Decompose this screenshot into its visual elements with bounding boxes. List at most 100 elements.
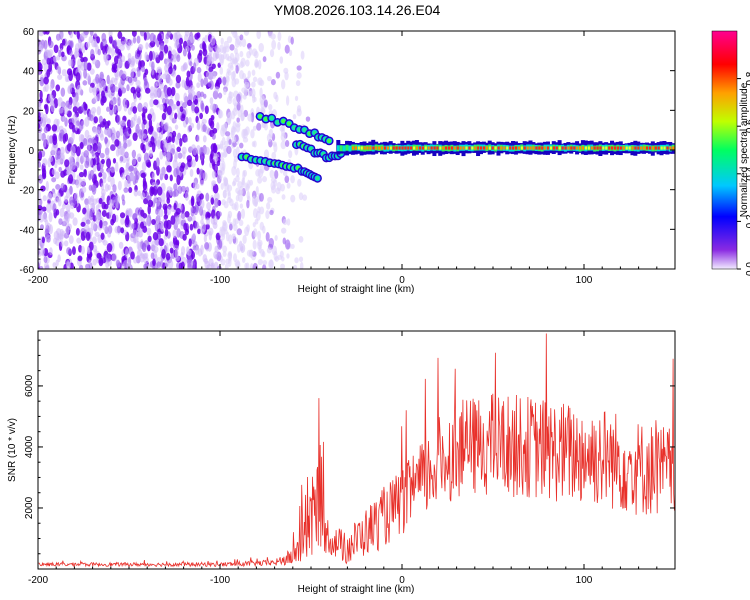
spectrogram-noise-cell xyxy=(46,68,51,78)
spectrogram-noise-cell xyxy=(219,172,223,180)
carrier-core xyxy=(634,146,637,150)
spectrogram-noise-cell xyxy=(128,186,133,193)
spectrogram-noise-cell xyxy=(159,150,164,160)
carrier-core xyxy=(663,146,666,150)
carrier-core xyxy=(602,146,605,150)
spectrogram-noise-cell xyxy=(138,128,143,140)
spectrogram-noise-cell xyxy=(176,146,181,153)
spectrogram-noise-cell xyxy=(43,104,48,110)
spectrogram-noise-cell xyxy=(288,150,293,159)
carrier-core xyxy=(613,146,617,150)
snr-x-tick-label: -100 xyxy=(210,575,230,586)
spectrogram-noise-cell xyxy=(133,93,137,103)
spectrogram-noise-cell xyxy=(300,50,305,60)
spectrogram-noise-cell xyxy=(236,228,243,236)
spectrogram-noise-cell xyxy=(298,192,304,201)
spectrogram-x-tick-label: -200 xyxy=(28,275,48,286)
spectrogram-noise-cell xyxy=(253,228,258,238)
spectrogram-noise-cell xyxy=(230,130,234,138)
spectrogram-y-tick-label: 0 xyxy=(28,146,34,157)
spectrogram-noise-cell xyxy=(149,98,154,108)
spectrogram-noise-cell xyxy=(132,229,138,238)
spectrogram-noise-cell xyxy=(168,136,172,143)
spectrogram-noise-cell xyxy=(105,253,111,263)
spectrogram-noise-cell xyxy=(204,34,208,43)
spectrogram-noise-cell xyxy=(145,138,151,145)
spectrogram-noise-cell xyxy=(124,38,129,44)
spectrogram-noise-cell xyxy=(211,180,217,187)
spectrogram-noise-cell xyxy=(252,221,256,228)
spectrogram-noise-cell xyxy=(222,51,227,60)
carrier-core xyxy=(433,146,436,150)
spectrogram-noise-cell xyxy=(146,227,152,236)
spectrogram-noise-cell xyxy=(60,87,66,97)
spectrogram-noise-cell xyxy=(217,92,223,99)
spectrogram-noise-cell xyxy=(59,207,65,218)
carrier-core xyxy=(375,146,378,150)
spectrogram-noise-cell xyxy=(110,218,115,226)
spectrogram-noise-cell xyxy=(217,265,222,269)
spectrogram-noise-cell xyxy=(155,199,161,207)
carrier-core xyxy=(611,146,614,150)
carrier-core xyxy=(593,146,596,150)
spectrogram-noise-cell xyxy=(76,237,82,244)
carrier-core xyxy=(654,146,657,150)
spectrogram-noise-cell xyxy=(174,41,180,49)
spectrogram-noise-cell xyxy=(156,122,160,133)
snr-series-line xyxy=(38,333,675,568)
spectrogram-noise-cell xyxy=(126,84,130,92)
spectrogram-noise-cell xyxy=(38,213,44,223)
spectrogram-noise-cell xyxy=(98,172,103,178)
spectrogram-noise-cell xyxy=(175,81,181,89)
spectrogram-noise-cell xyxy=(74,122,78,132)
spectrogram-noise-cell xyxy=(117,88,122,97)
carrier-core xyxy=(622,146,625,150)
carrier-core xyxy=(482,146,486,150)
carrier-core xyxy=(378,146,381,150)
spectrogram-noise-cell xyxy=(227,252,233,259)
spectrogram-noise-cell xyxy=(270,181,276,191)
spectrogram-noise-cell xyxy=(120,74,126,86)
spectrogram-noise-cell xyxy=(64,159,70,168)
spectrogram-noise-cell xyxy=(111,63,118,71)
spectrogram-noise-cell xyxy=(176,174,181,186)
spectrogram-noise-cell xyxy=(194,33,200,40)
spectrogram-noise-cell xyxy=(156,261,161,269)
carrier-core xyxy=(512,146,515,150)
spectrogram-noise-cell xyxy=(225,131,231,137)
spectrogram-noise-cell xyxy=(138,215,143,222)
spectrogram-noise-cell xyxy=(243,169,248,177)
spectrogram-noise-cell xyxy=(299,261,304,269)
spectrogram-noise-cell xyxy=(286,218,291,226)
spectrogram-noise-cell xyxy=(141,65,146,73)
spectrogram-noise-cell xyxy=(211,63,216,70)
spectrogram-noise-cell xyxy=(166,197,171,204)
spectrogram-noise-cell xyxy=(187,263,192,269)
spectrogram-noise-cell xyxy=(184,228,190,236)
carrier-mid xyxy=(339,145,343,152)
spectrogram-noise-cell xyxy=(137,156,142,163)
carrier-core xyxy=(616,146,620,150)
spectrogram-noise-cell xyxy=(144,68,149,76)
spectrogram-y-tick-label: -20 xyxy=(20,186,35,197)
spectrogram-noise-cell xyxy=(100,80,106,89)
spectrogram-noise-cell xyxy=(180,185,187,192)
spectrogram-noise-cell xyxy=(46,236,51,243)
spectrogram-noise-cell xyxy=(68,235,74,245)
colorbar-tick-label: 0.2 xyxy=(745,214,750,228)
spectrogram-noise-cell xyxy=(128,128,132,135)
spectrogram-noise-cell xyxy=(147,204,151,215)
spectrogram-noise-cell xyxy=(156,165,160,176)
carrier-core xyxy=(427,146,430,150)
spectrogram-noise-cell xyxy=(239,203,244,209)
spectrogram-noise-cell xyxy=(137,228,144,238)
spectrogram-noise-cell xyxy=(125,215,130,226)
spectrogram-noise-cell xyxy=(257,59,262,70)
spectrogram-noise-cell xyxy=(127,107,132,116)
spectrogram-noise-cell xyxy=(212,183,219,194)
spectrogram-x-tick-label: 0 xyxy=(399,275,405,286)
spectrogram-noise-cell xyxy=(204,105,209,115)
spectrogram-noise-cell xyxy=(196,90,202,98)
snr-y-tick-label: 4000 xyxy=(24,435,35,458)
spectrogram-noise-cell xyxy=(228,91,232,102)
